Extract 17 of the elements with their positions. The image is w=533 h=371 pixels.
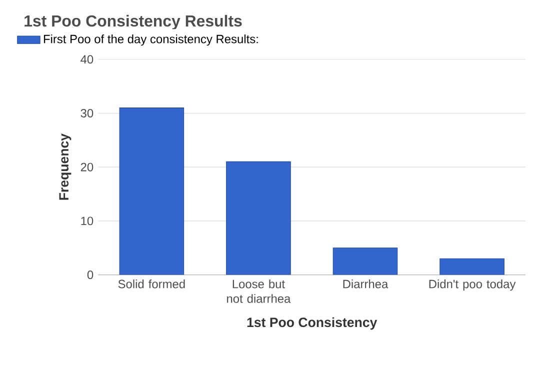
y-axis-title: Frequency [59, 133, 72, 200]
x-tick-label: Didn't poo today [429, 279, 516, 291]
bar [119, 107, 184, 275]
y-tick-label: 0 [87, 270, 94, 279]
x-tick-label: Diarrhea [343, 279, 388, 288]
bar [226, 161, 291, 275]
x-tick-label: Loose but not diarrhea [227, 279, 291, 303]
chart-title: 1st Poo Consistency Results [24, 14, 242, 30]
y-tick-label: 40 [80, 55, 94, 64]
bar [440, 258, 504, 275]
legend-label: First Poo of the day consistency Results: [44, 34, 258, 46]
x-tick-label: Solid formed [118, 279, 185, 288]
y-tick-label: 10 [81, 216, 94, 226]
x-axis-title: 1st Poo Consistency [247, 317, 378, 330]
y-tick-label: 30 [80, 108, 94, 118]
bar [332, 248, 398, 275]
y-tick-label: 20 [80, 162, 94, 172]
